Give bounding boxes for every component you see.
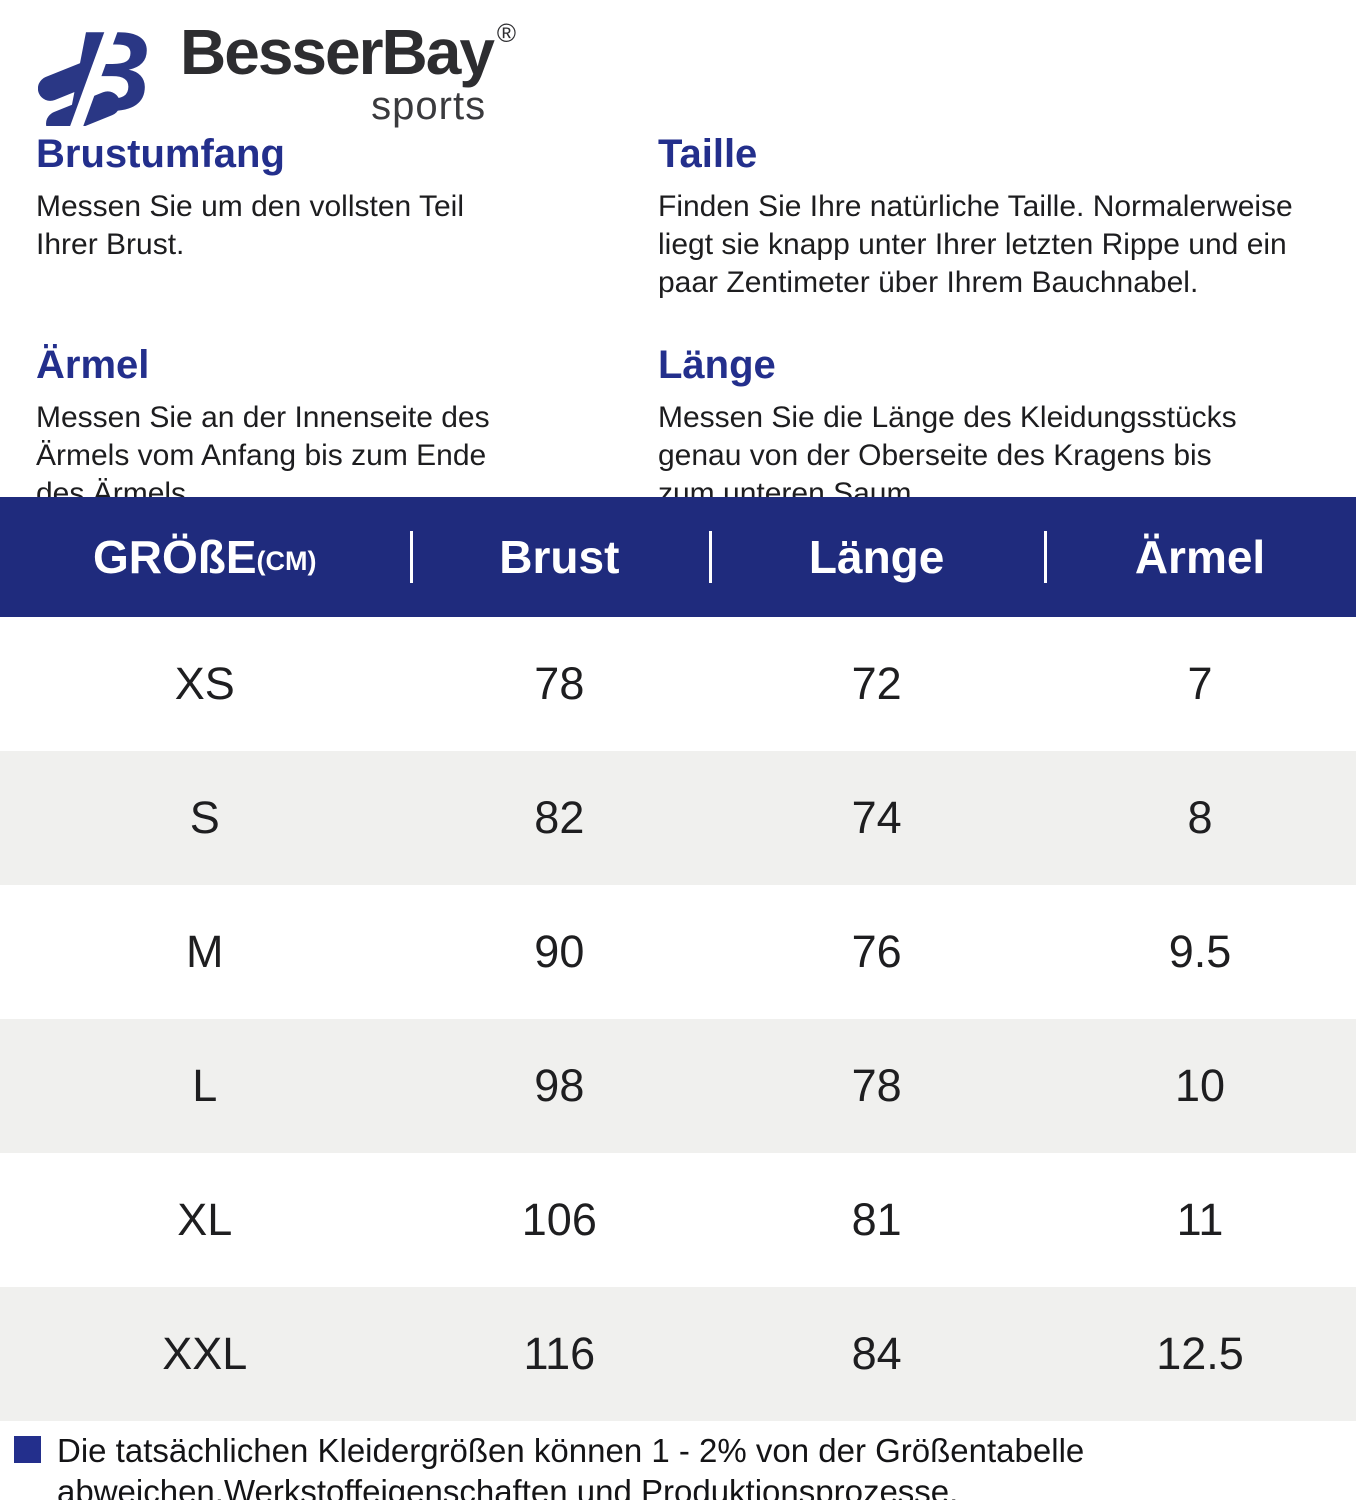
cell-aermel: 8: [1187, 792, 1213, 843]
cell-brust: 90: [534, 926, 585, 977]
section-title: Ärmel: [36, 343, 150, 388]
cell-aermel: 12.5: [1156, 1328, 1244, 1379]
header-cell-laenge: Länge: [709, 497, 1044, 617]
cell-aermel: 7: [1187, 658, 1213, 709]
header-cell-size: GRÖßE (CM): [0, 497, 410, 617]
table-row-l: L 98 78 10: [0, 1019, 1356, 1153]
footnote-line1: Die tatsächlichen Kleidergrößen können 1…: [57, 1432, 1085, 1469]
table-row-m: M 90 76 9.5: [0, 885, 1356, 1019]
cell-size: S: [189, 792, 220, 843]
measurement-sections: Brustumfang Messen Sie um den vollsten T…: [0, 126, 1356, 513]
registered-trademark-icon: ®: [496, 18, 517, 48]
cell-laenge: 74: [851, 792, 902, 843]
footnote: Die tatsächlichen Kleidergrößen können 1…: [14, 1430, 1346, 1500]
cell-brust: 106: [521, 1194, 597, 1245]
size-table: GRÖßE (CM) Brust Länge Ärmel XS 78 72 7 S…: [0, 497, 1356, 1421]
cell-laenge: 84: [851, 1328, 902, 1379]
table-row-xs: XS 78 72 7: [0, 617, 1356, 751]
cell-brust: 116: [523, 1328, 596, 1379]
table-row-s: S 82 74 8: [0, 751, 1356, 885]
cell-size: L: [192, 1060, 218, 1111]
cell-brust: 78: [534, 658, 585, 709]
table-header-row: GRÖßE (CM) Brust Länge Ärmel: [0, 497, 1356, 617]
section-title: Taille: [658, 132, 758, 176]
footnote-text: Die tatsächlichen Kleidergrößen können 1…: [57, 1430, 1084, 1500]
cell-brust: 98: [534, 1060, 585, 1111]
header-cell-brust: Brust: [409, 497, 710, 617]
cell-laenge: 78: [851, 1060, 902, 1111]
section-taille: Taille Finden Sie Ihre natürliche Taille…: [658, 132, 1336, 301]
size-label: GRÖßE: [92, 531, 257, 583]
footnote-line2: abweichen.Werkstoffeigenschaften und Pro…: [57, 1473, 959, 1500]
section-aermel: Ärmel Messen Sie an der Innenseite des Ä…: [36, 343, 624, 512]
section-body: Messen Sie an der Innenseite des Ärmels …: [36, 401, 490, 510]
section-laenge: Länge Messen Sie die Länge des Kleidungs…: [658, 343, 1336, 512]
section-title: Länge: [658, 343, 776, 388]
cell-size: M: [186, 926, 224, 977]
square-bullet-icon: [14, 1436, 41, 1463]
cell-aermel: 9.5: [1168, 926, 1232, 977]
cell-laenge: 76: [851, 926, 902, 977]
brand-name: BesserBay: [180, 16, 495, 88]
brand-header: B BesserBay ® sports: [0, 0, 1356, 126]
besserbay-logo-icon: B: [38, 14, 151, 126]
header-cell-aermel: Ärmel: [1044, 497, 1356, 617]
size-unit-label: (CM): [256, 545, 317, 576]
cell-laenge: 72: [851, 658, 902, 709]
table-row-xl: XL 106 81 11: [0, 1153, 1356, 1287]
cell-size: XL: [177, 1194, 233, 1245]
section-title: Brustumfang: [36, 132, 285, 176]
cell-aermel: 11: [1176, 1194, 1224, 1245]
brand-text: BesserBay ® sports: [180, 14, 516, 126]
cell-size: XXL: [162, 1328, 248, 1379]
brand-subtitle: sports: [371, 84, 487, 128]
cell-laenge: 81: [851, 1194, 902, 1245]
cell-size: XS: [174, 658, 235, 709]
section-brustumfang: Brustumfang Messen Sie um den vollsten T…: [36, 132, 624, 301]
section-body: Messen Sie um den vollsten Teil Ihrer Br…: [36, 190, 464, 261]
table-row-xxl: XXL 116 84 12.5: [0, 1287, 1356, 1421]
cell-aermel: 10: [1175, 1060, 1226, 1111]
section-body: Messen Sie die Länge des Kleidungsstücks…: [658, 401, 1237, 510]
cell-brust: 82: [534, 792, 585, 843]
section-body: Finden Sie Ihre natürliche Taille. Norma…: [658, 190, 1293, 299]
